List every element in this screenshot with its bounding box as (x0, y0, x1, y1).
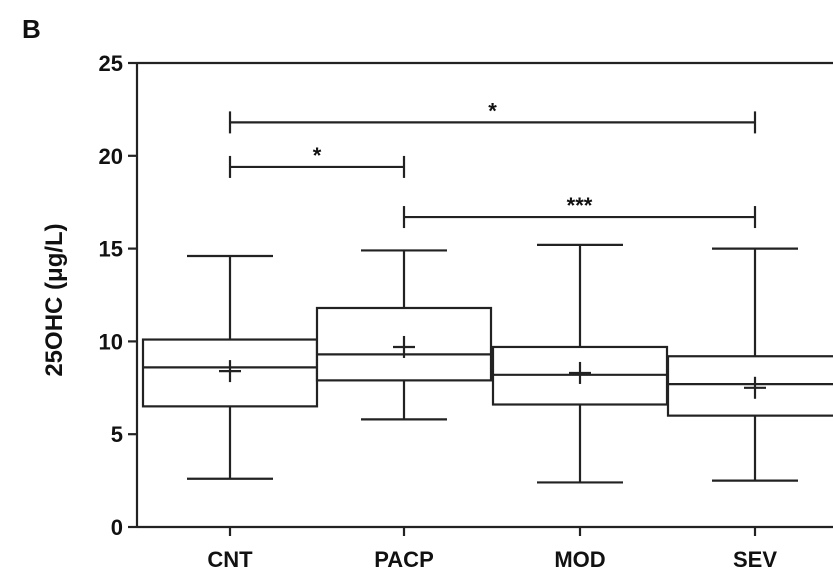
box-sev (666, 247, 833, 482)
y-tick-label: 5 (111, 422, 123, 447)
chart-marks: ***** (141, 98, 833, 484)
significance-bracket: *** (402, 193, 757, 229)
axes: 0 5 10 15 20 25 CNT PACP MOD SEV (99, 51, 833, 572)
significance-label: *** (567, 193, 593, 218)
x-tick-label: SEV (733, 547, 777, 572)
panel-label: B (22, 14, 41, 44)
significance-label: * (313, 143, 322, 168)
y-axis-label: 25OHC (μg/L) (41, 223, 68, 376)
x-tick-label: PACP (374, 547, 434, 572)
y-tick-label: 20 (99, 144, 123, 169)
y-tick-label: 0 (111, 515, 123, 540)
significance-label: * (488, 98, 497, 123)
x-tick-label: MOD (554, 547, 605, 572)
box-mod (491, 243, 669, 484)
box-cnt (141, 254, 319, 480)
y-tick-label: 25 (99, 51, 123, 76)
iqr-box (666, 355, 833, 417)
y-tick-label: 10 (99, 329, 123, 354)
y-tick-label: 15 (99, 237, 123, 262)
significance-bracket: * (228, 143, 406, 178)
x-tick-label: CNT (207, 547, 253, 572)
box-pacp (315, 249, 493, 421)
significance-bracket: * (228, 98, 757, 134)
